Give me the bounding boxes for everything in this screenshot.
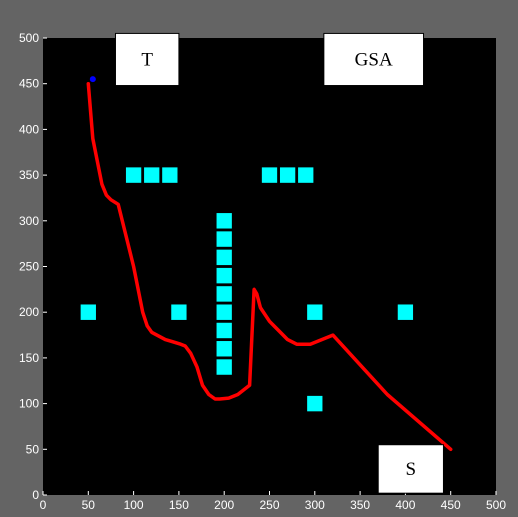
obstacle-block (216, 286, 232, 302)
x-tick-label: 0 (40, 498, 47, 512)
y-tick-label: 50 (26, 442, 40, 456)
y-tick-label: 0 (32, 488, 39, 502)
obstacle-block (216, 341, 232, 357)
obstacle-block (216, 304, 232, 320)
annotation-box (114, 32, 180, 87)
annotations: T GSA S (114, 32, 444, 494)
obstacle-block (307, 304, 323, 320)
annotation-box (377, 444, 444, 494)
y-tick-label: 250 (19, 260, 39, 274)
x-tick-label: 400 (395, 498, 415, 512)
annotation-label: GSA (355, 49, 393, 70)
obstacle-block (216, 267, 232, 284)
obstacle-block (80, 304, 96, 320)
obstacle-block (171, 304, 187, 320)
obstacle-block (144, 167, 160, 183)
x-tick-label: 150 (169, 498, 189, 512)
annotation-box (323, 32, 425, 87)
annotation-GSA: GSA (323, 32, 425, 87)
annotation-label: S (406, 459, 417, 480)
x-tick-label: 50 (82, 498, 96, 512)
obstacle-block (162, 167, 178, 183)
annotation-S: S (377, 444, 444, 494)
path-layer (86, 76, 453, 452)
obstacle-block (216, 213, 232, 229)
obstacle-block (261, 167, 278, 183)
y-tick-label: 200 (19, 305, 39, 319)
y-tick-label: 350 (19, 168, 39, 182)
x-tick-label: 200 (214, 498, 234, 512)
x-tick-label: 450 (441, 498, 461, 512)
y-tick-label: 500 (19, 31, 39, 45)
obstacle-block (279, 167, 296, 183)
obstacle-block (216, 249, 232, 266)
x-tick-label: 500 (486, 498, 506, 512)
axis-ticks: 0 50 100 150 200 250 300 350 400 450 500 0 50 100 150 2… (19, 31, 506, 512)
y-tick-label: 400 (19, 122, 39, 136)
obstacle-block (307, 395, 323, 412)
y-tick-label: 100 (19, 397, 39, 411)
obstacle-block (125, 167, 142, 183)
y-tick-label: 450 (19, 77, 39, 91)
annotation-label: T (141, 49, 153, 70)
path-end-marker (89, 76, 96, 83)
plot-area (43, 38, 496, 495)
x-tick-label: 100 (124, 498, 144, 512)
annotation-T: T (114, 32, 180, 87)
obstacle-block (216, 322, 232, 339)
obstacle-block (397, 304, 414, 320)
obstacle-block (298, 167, 314, 183)
y-tick-label: 150 (19, 351, 39, 365)
x-tick-label: 250 (259, 498, 279, 512)
x-tick-label: 350 (350, 498, 370, 512)
obstacle-block (216, 231, 232, 247)
obstacle-block (216, 359, 232, 375)
obstacles (80, 167, 414, 412)
x-tick-label: 300 (305, 498, 325, 512)
planned-path-line (86, 81, 453, 452)
y-tick-label: 300 (19, 214, 39, 228)
